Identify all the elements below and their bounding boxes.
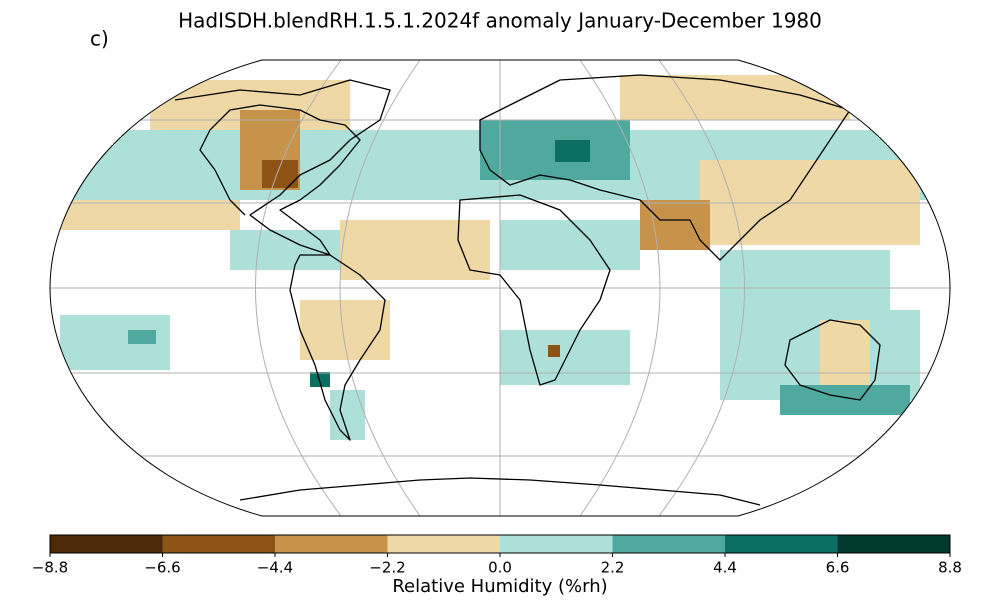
north-america (174, 79, 391, 256)
south-america (289, 254, 386, 441)
cell-band (720, 250, 890, 310)
anomaly-cells (60, 75, 940, 440)
colorbar-segment (612, 535, 725, 553)
cell-patch (555, 140, 590, 162)
cell-patch (128, 330, 156, 344)
colorbar-tick-label: −8.8 (32, 559, 68, 577)
cell-band (340, 220, 490, 280)
meridian (339, 60, 421, 516)
colorbar-tick-label: 2.2 (601, 559, 625, 577)
cell-patch (820, 320, 870, 390)
eurasia (479, 74, 851, 261)
colorbar-tick-label: −2.2 (369, 559, 405, 577)
colorbar-tick-label: 0.0 (488, 559, 512, 577)
cell-band (230, 230, 340, 270)
cell-band (500, 220, 640, 270)
colorbar-segment (725, 535, 838, 553)
cell-band (620, 75, 850, 120)
colorbar-segment (837, 535, 950, 553)
panel-label: c) (90, 27, 109, 51)
cell-band (60, 200, 240, 230)
cell-patch (262, 160, 298, 188)
colorbar-segment (50, 535, 163, 553)
map-title: HadISDH.blendRH.1.5.1.2024f anomaly Janu… (178, 9, 822, 33)
colorbar-tick-label: 8.8 (938, 559, 962, 577)
cell-patch (640, 200, 710, 250)
australia (784, 319, 881, 401)
meridian (658, 60, 745, 516)
colorbar-segment (275, 535, 388, 553)
cell-band (300, 300, 390, 360)
colorbar-segment (387, 535, 500, 553)
cell-band (500, 330, 630, 385)
colorbar-segment (162, 535, 275, 553)
coastlines (174, 74, 881, 506)
cell-patch (310, 372, 330, 387)
colorbar: −8.8 −6.6 −4.4 −2.2 0.0 2.2 4.4 6.6 8.8 (32, 534, 962, 577)
cell-patch (548, 345, 560, 357)
colorbar-tick-label: −6.6 (144, 559, 180, 577)
meridian (579, 60, 661, 516)
colorbar-label: Relative Humidity (%rh) (392, 576, 607, 597)
antarctica (239, 477, 761, 506)
cell-patch (780, 385, 910, 415)
colorbar-tick-label: 6.6 (826, 559, 850, 577)
meridian (255, 60, 342, 516)
graticule (50, 60, 950, 516)
africa (457, 194, 611, 386)
colorbar-tick-label: 4.4 (713, 559, 737, 577)
colorbar-segment (500, 535, 613, 553)
colorbar-tick-label: −4.4 (257, 559, 293, 577)
map-border (49, 59, 951, 517)
